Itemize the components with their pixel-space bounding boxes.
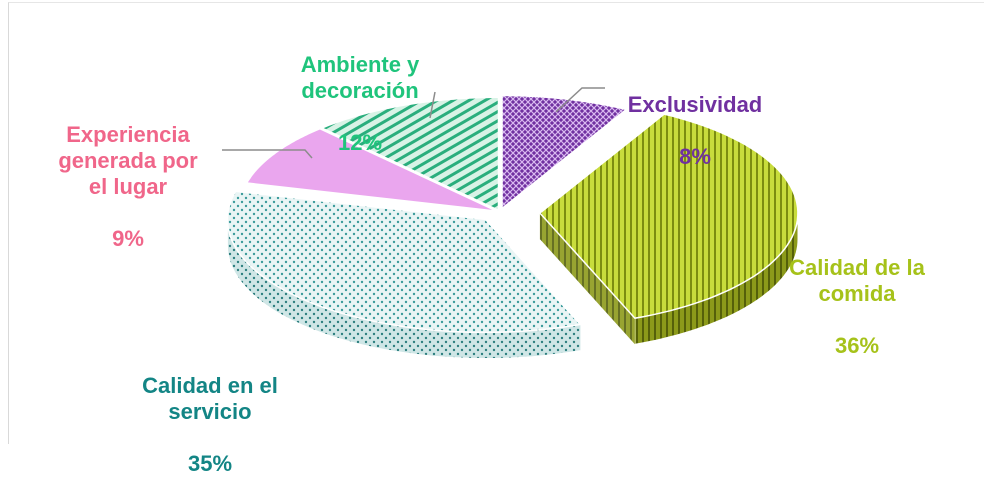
- leader-ambiente: [429, 91, 436, 119]
- chart-frame: [8, 2, 984, 444]
- label-experiencia-pct: 9%: [112, 226, 144, 251]
- label-experiencia-name: Experiencia generada por el lugar: [58, 122, 198, 199]
- label-comida-pct: 36%: [834, 333, 880, 358]
- leader-exclusividad: [555, 87, 605, 113]
- label-exclusividad-name: Exclusividad: [627, 92, 763, 117]
- label-comida-name: Calidad de la comida: [789, 255, 925, 306]
- slice-experiencia: [245, 127, 497, 212]
- label-servicio: Calidad en el servicio 35%: [110, 347, 310, 503]
- label-comida: Calidad de la comida 36%: [762, 229, 952, 385]
- slice-servicio: [226, 190, 582, 334]
- pie-chart: [222, 87, 799, 359]
- label-servicio-pct: 35%: [187, 451, 233, 476]
- label-exclusividad: Exclusividad 8%: [605, 66, 785, 196]
- slice-comida-cut: [539, 213, 635, 345]
- label-servicio-name: Calidad en el servicio: [142, 373, 278, 424]
- leader-experiencia: [222, 149, 313, 159]
- label-ambiente: Ambiente y decoración 12%: [280, 26, 440, 182]
- label-ambiente-name: Ambiente y decoración: [300, 52, 420, 103]
- slice-ambiente: [320, 96, 500, 212]
- slice-exclusividad: [501, 94, 628, 211]
- label-exclusividad-pct: 8%: [679, 144, 711, 169]
- label-ambiente-pct: 12%: [337, 130, 383, 155]
- label-experiencia: Experiencia generada por el lugar 9%: [38, 96, 218, 278]
- slice-comida: [538, 113, 799, 320]
